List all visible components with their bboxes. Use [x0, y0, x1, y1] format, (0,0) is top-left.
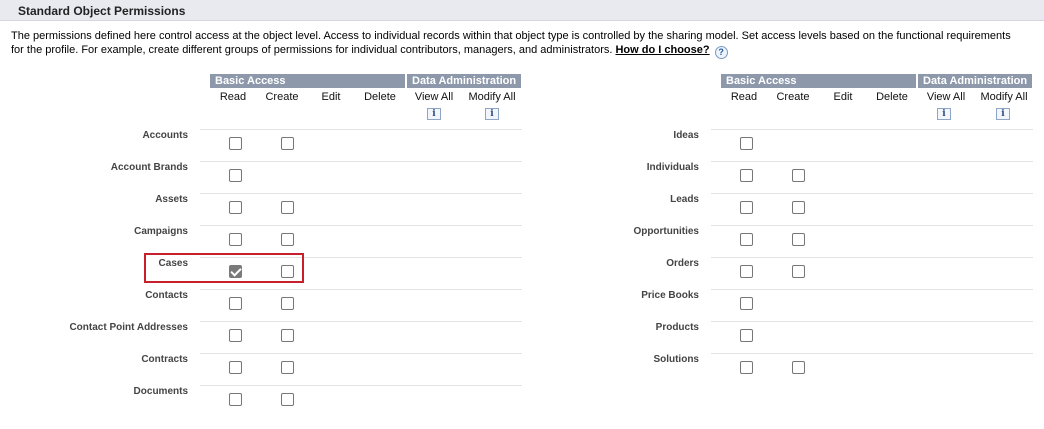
how-do-i-choose-link[interactable]: How do I choose? [615, 44, 710, 56]
individuals-create-checkbox[interactable] [792, 169, 805, 182]
row-label-contact-point-addresses: Contact Point Addresses [69, 322, 188, 333]
documents-read-checkbox[interactable] [229, 393, 242, 406]
contracts-create-checkbox[interactable] [281, 361, 294, 374]
products-read-checkbox[interactable] [740, 329, 753, 342]
row-label-contacts: Contacts [145, 290, 188, 301]
row-label-individuals: Individuals [646, 162, 699, 173]
right-data-administration-header: Data Administration [918, 74, 1032, 88]
right-view-all-info-icon[interactable]: i [937, 108, 951, 120]
assets-read-checkbox[interactable] [229, 201, 242, 214]
row-divider [200, 161, 522, 162]
row-divider [711, 321, 1033, 322]
documents-create-checkbox[interactable] [281, 393, 294, 406]
orders-read-checkbox[interactable] [740, 265, 753, 278]
assets-create-checkbox[interactable] [281, 201, 294, 214]
contacts-read-checkbox[interactable] [229, 297, 242, 310]
row-divider [711, 289, 1033, 290]
campaigns-create-checkbox[interactable] [281, 233, 294, 246]
right-col-view-all: View All [926, 91, 966, 103]
row-divider [711, 161, 1033, 162]
campaigns-read-checkbox[interactable] [229, 233, 242, 246]
description-text: The permissions defined here control acc… [11, 30, 1011, 56]
cases-create-checkbox[interactable] [281, 265, 294, 278]
right-col-delete: Delete [876, 91, 908, 103]
row-divider [200, 129, 522, 130]
left-basic-access-header: Basic Access [210, 74, 405, 88]
row-divider [711, 129, 1033, 130]
cases-read-checkbox[interactable] [229, 265, 242, 278]
left-data-administration-header: Data Administration [407, 74, 521, 88]
row-label-cases: Cases [158, 258, 188, 269]
row-label-campaigns: Campaigns [134, 226, 188, 237]
left-modify-all-info-icon[interactable]: i [485, 108, 499, 120]
row-divider [200, 225, 522, 226]
left-view-all-info-icon[interactable]: i [427, 108, 441, 120]
row-label-leads: Leads [670, 194, 699, 205]
leads-create-checkbox[interactable] [792, 201, 805, 214]
right-col-modify-all: Modify All [980, 91, 1028, 103]
row-divider [711, 193, 1033, 194]
leads-read-checkbox[interactable] [740, 201, 753, 214]
right-col-edit: Edit [833, 91, 853, 103]
left-col-read: Read [219, 91, 247, 103]
ideas-read-checkbox[interactable] [740, 137, 753, 150]
contacts-create-checkbox[interactable] [281, 297, 294, 310]
row-divider [711, 257, 1033, 258]
orders-create-checkbox[interactable] [792, 265, 805, 278]
contracts-read-checkbox[interactable] [229, 361, 242, 374]
right-col-create: Create [776, 91, 810, 103]
row-label-orders: Orders [666, 258, 699, 269]
price-books-read-checkbox[interactable] [740, 297, 753, 310]
contact-point-addresses-create-checkbox[interactable] [281, 329, 294, 342]
contact-point-addresses-read-checkbox[interactable] [229, 329, 242, 342]
left-col-create: Create [265, 91, 299, 103]
row-divider [200, 353, 522, 354]
row-divider [711, 353, 1033, 354]
row-divider [200, 289, 522, 290]
row-divider [200, 257, 522, 258]
row-label-solutions: Solutions [653, 354, 699, 365]
right-modify-all-info-icon[interactable]: i [996, 108, 1010, 120]
opportunities-read-checkbox[interactable] [740, 233, 753, 246]
account-brands-read-checkbox[interactable] [229, 169, 242, 182]
row-divider [200, 321, 522, 322]
left-col-modify-all: Modify All [468, 91, 516, 103]
row-label-opportunities: Opportunities [633, 226, 699, 237]
description: The permissions defined here control acc… [11, 29, 1021, 59]
right-basic-access-header: Basic Access [721, 74, 916, 88]
row-label-documents: Documents [133, 386, 188, 397]
row-label-ideas: Ideas [673, 130, 699, 141]
individuals-read-checkbox[interactable] [740, 169, 753, 182]
solutions-read-checkbox[interactable] [740, 361, 753, 374]
row-divider [200, 193, 522, 194]
help-icon[interactable]: ? [714, 46, 728, 59]
row-label-account-brands: Account Brands [110, 162, 188, 173]
row-label-contracts: Contracts [141, 354, 188, 365]
left-col-delete: Delete [364, 91, 396, 103]
section-header: Standard Object Permissions [0, 0, 1044, 21]
accounts-create-checkbox[interactable] [281, 137, 294, 150]
row-divider [200, 385, 522, 386]
accounts-read-checkbox[interactable] [229, 137, 242, 150]
row-label-price-books: Price Books [641, 290, 699, 301]
section-title: Standard Object Permissions [18, 4, 186, 18]
row-divider [711, 225, 1033, 226]
left-col-edit: Edit [321, 91, 341, 103]
opportunities-create-checkbox[interactable] [792, 233, 805, 246]
right-col-read: Read [730, 91, 758, 103]
row-label-accounts: Accounts [142, 130, 188, 141]
left-col-view-all: View All [414, 91, 454, 103]
row-label-products: Products [655, 322, 699, 333]
solutions-create-checkbox[interactable] [792, 361, 805, 374]
row-label-assets: Assets [155, 194, 188, 205]
